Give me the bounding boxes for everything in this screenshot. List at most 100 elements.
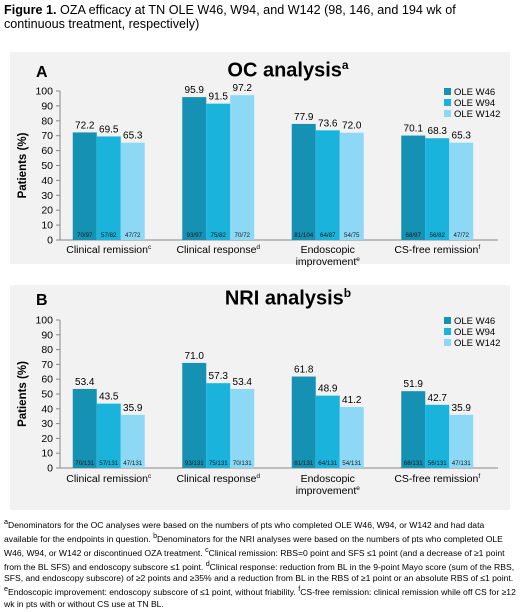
bar-count-label: 93/97 xyxy=(187,232,203,239)
bar-value-label: 69.5 xyxy=(99,124,119,135)
bar xyxy=(230,95,255,240)
bar xyxy=(315,130,340,240)
category-label-sup: f xyxy=(478,473,480,480)
bar xyxy=(401,391,426,468)
legend-label: OLE W46 xyxy=(454,87,495,98)
footnote-f-sup: f xyxy=(298,585,301,594)
bar xyxy=(449,414,474,468)
category-label: Clinical remissionc xyxy=(66,244,152,256)
footnote-a: Denominators for the OC analyses were ba… xyxy=(4,519,485,544)
category-label: Endoscopic xyxy=(301,244,355,256)
figure-title-text: OZA efficacy at TN OLE W46, W94, and W14… xyxy=(4,3,456,31)
bar-value-label: 65.3 xyxy=(452,131,472,142)
category-label-sup: d xyxy=(256,244,260,251)
bar-value-label: 48.9 xyxy=(318,384,338,395)
figure-title: Figure 1. OZA efficacy at TN OLE W46, W9… xyxy=(4,3,516,31)
y-tick-label: 70 xyxy=(41,130,53,142)
y-tick-label: 0 xyxy=(47,463,53,475)
category-label: improvemente xyxy=(296,256,361,268)
bar-count-label: 70/131 xyxy=(233,460,252,467)
bar-count-label: 68/131 xyxy=(404,460,423,467)
legend-swatch xyxy=(444,317,451,324)
panel-a-letter: A xyxy=(36,64,48,81)
bar-count-label: 93/131 xyxy=(185,460,204,467)
y-tick-label: 30 xyxy=(41,418,53,430)
category-label-sup: c xyxy=(148,244,152,251)
bar-value-label: 77.9 xyxy=(294,112,314,123)
bar xyxy=(206,383,231,468)
footnote-b-sup: b xyxy=(153,532,158,541)
bar xyxy=(339,407,364,468)
category-label: CS-free remissionf xyxy=(394,473,480,485)
bar-count-label: 47/72 xyxy=(454,232,470,239)
bar-count-label: 68/97 xyxy=(406,232,422,239)
footnote-c: Clinical remission: RBS=0 point and SFS … xyxy=(4,547,505,573)
panel-a-heading-sup: a xyxy=(341,58,349,72)
y-tick-label: 100 xyxy=(35,86,53,98)
category-label-sup: c xyxy=(148,473,152,480)
bar-value-label: 53.4 xyxy=(75,377,95,388)
legend-label: OLE W142 xyxy=(454,338,500,349)
legend-swatch xyxy=(444,88,451,95)
y-tick-label: 30 xyxy=(41,190,53,202)
panel-b-heading-sup: b xyxy=(343,286,352,300)
bar xyxy=(425,404,450,468)
bar-value-label: 71.0 xyxy=(185,351,205,362)
y-tick-label: 80 xyxy=(41,344,53,356)
legend-swatch xyxy=(444,110,451,117)
figure-label: Figure 1. xyxy=(4,3,57,17)
legend-label: OLE W94 xyxy=(454,327,495,338)
bar-value-label: 43.5 xyxy=(99,392,119,403)
legend-swatch xyxy=(444,328,451,335)
bar-count-label: 57/131 xyxy=(99,460,118,467)
bar-count-label: 81/104 xyxy=(294,232,313,239)
panel-b-heading: NRI analysisb xyxy=(168,286,408,311)
bar xyxy=(315,395,340,468)
bar-value-label: 35.9 xyxy=(452,403,472,414)
bar xyxy=(449,142,474,240)
bar xyxy=(120,414,145,468)
y-tick-label: 100 xyxy=(35,315,53,327)
y-tick-label: 90 xyxy=(41,100,53,112)
legend-label: OLE W46 xyxy=(454,316,495,327)
y-tick-label: 20 xyxy=(41,205,53,217)
footnote-a-sup: a xyxy=(4,518,8,526)
y-tick-label: 60 xyxy=(41,145,53,157)
bar xyxy=(182,97,207,240)
bar-count-label: 56/131 xyxy=(428,460,447,467)
bar xyxy=(120,142,145,240)
legend-label: OLE W142 xyxy=(454,109,500,120)
bar-value-label: 61.8 xyxy=(294,365,314,376)
footnote-e: Endoscopic improvement: endoscopy subsco… xyxy=(7,587,299,598)
bar-count-label: 70/97 xyxy=(77,232,93,239)
bar-value-label: 73.6 xyxy=(318,118,338,129)
y-tick-label: 80 xyxy=(41,115,53,127)
footnotes: aDenominators for the OC analyses were b… xyxy=(4,517,516,610)
bar-count-label: 54/75 xyxy=(344,232,360,239)
bar xyxy=(425,138,450,240)
y-tick-label: 70 xyxy=(41,359,53,371)
footnote-c-sup: c xyxy=(205,546,209,555)
y-tick-label: 40 xyxy=(41,403,53,415)
bar xyxy=(291,376,316,468)
bar-value-label: 70.1 xyxy=(404,124,424,135)
bar-value-label: 41.2 xyxy=(342,395,362,406)
bar-value-label: 91.5 xyxy=(209,92,229,103)
bar-value-label: 97.2 xyxy=(233,83,253,94)
bar xyxy=(291,123,316,240)
bar-count-label: 70/72 xyxy=(235,232,251,239)
y-axis-title: Patients (%) xyxy=(17,361,29,427)
bar xyxy=(72,388,97,468)
y-tick-label: 20 xyxy=(41,433,53,445)
category-label-sup: f xyxy=(478,244,480,251)
y-tick-label: 40 xyxy=(41,175,53,187)
footnote-d-sup: d xyxy=(205,560,210,569)
y-tick-label: 0 xyxy=(47,235,53,247)
bar xyxy=(182,362,207,468)
bar-count-label: 75/82 xyxy=(211,232,227,239)
bar-value-label: 65.3 xyxy=(123,131,143,142)
bar xyxy=(206,103,231,240)
bar-value-label: 57.3 xyxy=(209,371,229,382)
y-tick-label: 60 xyxy=(41,374,53,386)
